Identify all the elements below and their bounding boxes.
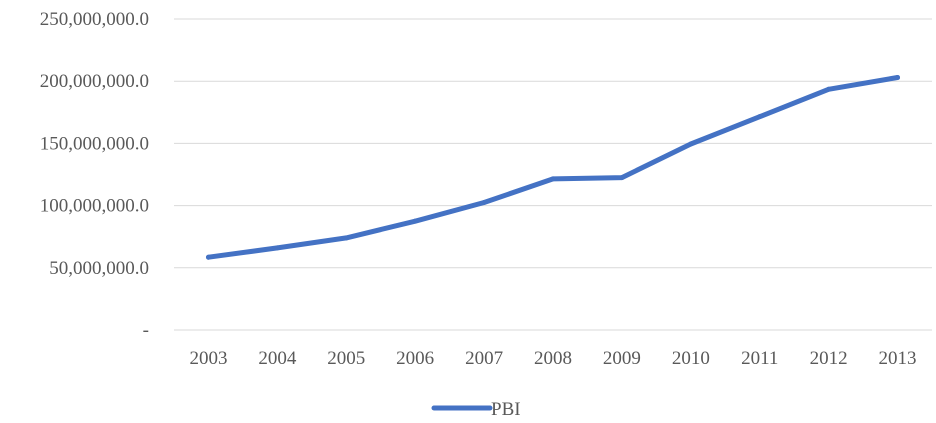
y-axis-tick-labels: - 50,000,000.0 100,000,000.0 150,000,000.0 2… [40,9,149,341]
x-tick-label: 2012 [810,348,848,369]
x-tick-label: 2010 [672,348,710,369]
x-tick-label: 2007 [465,348,503,369]
legend: PBI [431,399,521,420]
x-tick-label: 2013 [879,348,917,369]
y-tick-label: 100,000,000.0 [40,196,149,217]
x-tick-label: 2003 [189,348,227,369]
data-point [757,114,763,120]
y-tick-label: 200,000,000.0 [40,71,149,92]
data-point [826,86,832,92]
y-tick-label: - [143,320,149,341]
y-tick-label: 150,000,000.0 [40,133,149,154]
data-point [550,176,556,182]
x-tick-label: 2004 [258,348,297,369]
x-axis-tick-labels: 2003 2004 2005 2006 2007 2008 2009 2010 2011 2012… [189,348,916,369]
x-tick-label: 2008 [534,348,572,369]
y-tick-label: 50,000,000.0 [49,258,149,279]
data-point [619,175,625,181]
data-point [688,141,694,147]
data-point [343,235,349,241]
x-tick-label: 2011 [741,348,778,369]
data-point [274,245,280,251]
data-point [895,74,901,80]
gridlines [174,18,932,331]
data-point [412,218,418,224]
x-tick-label: 2005 [327,348,365,369]
data-point [205,254,211,260]
x-tick-label: 2009 [603,348,641,369]
data-point [481,199,487,205]
x-tick-label: 2006 [396,348,434,369]
series-line-pbi [206,75,900,260]
y-tick-label: 250,000,000.0 [40,9,149,30]
legend-label-pbi: PBI [491,399,521,420]
plot-series [205,74,901,260]
